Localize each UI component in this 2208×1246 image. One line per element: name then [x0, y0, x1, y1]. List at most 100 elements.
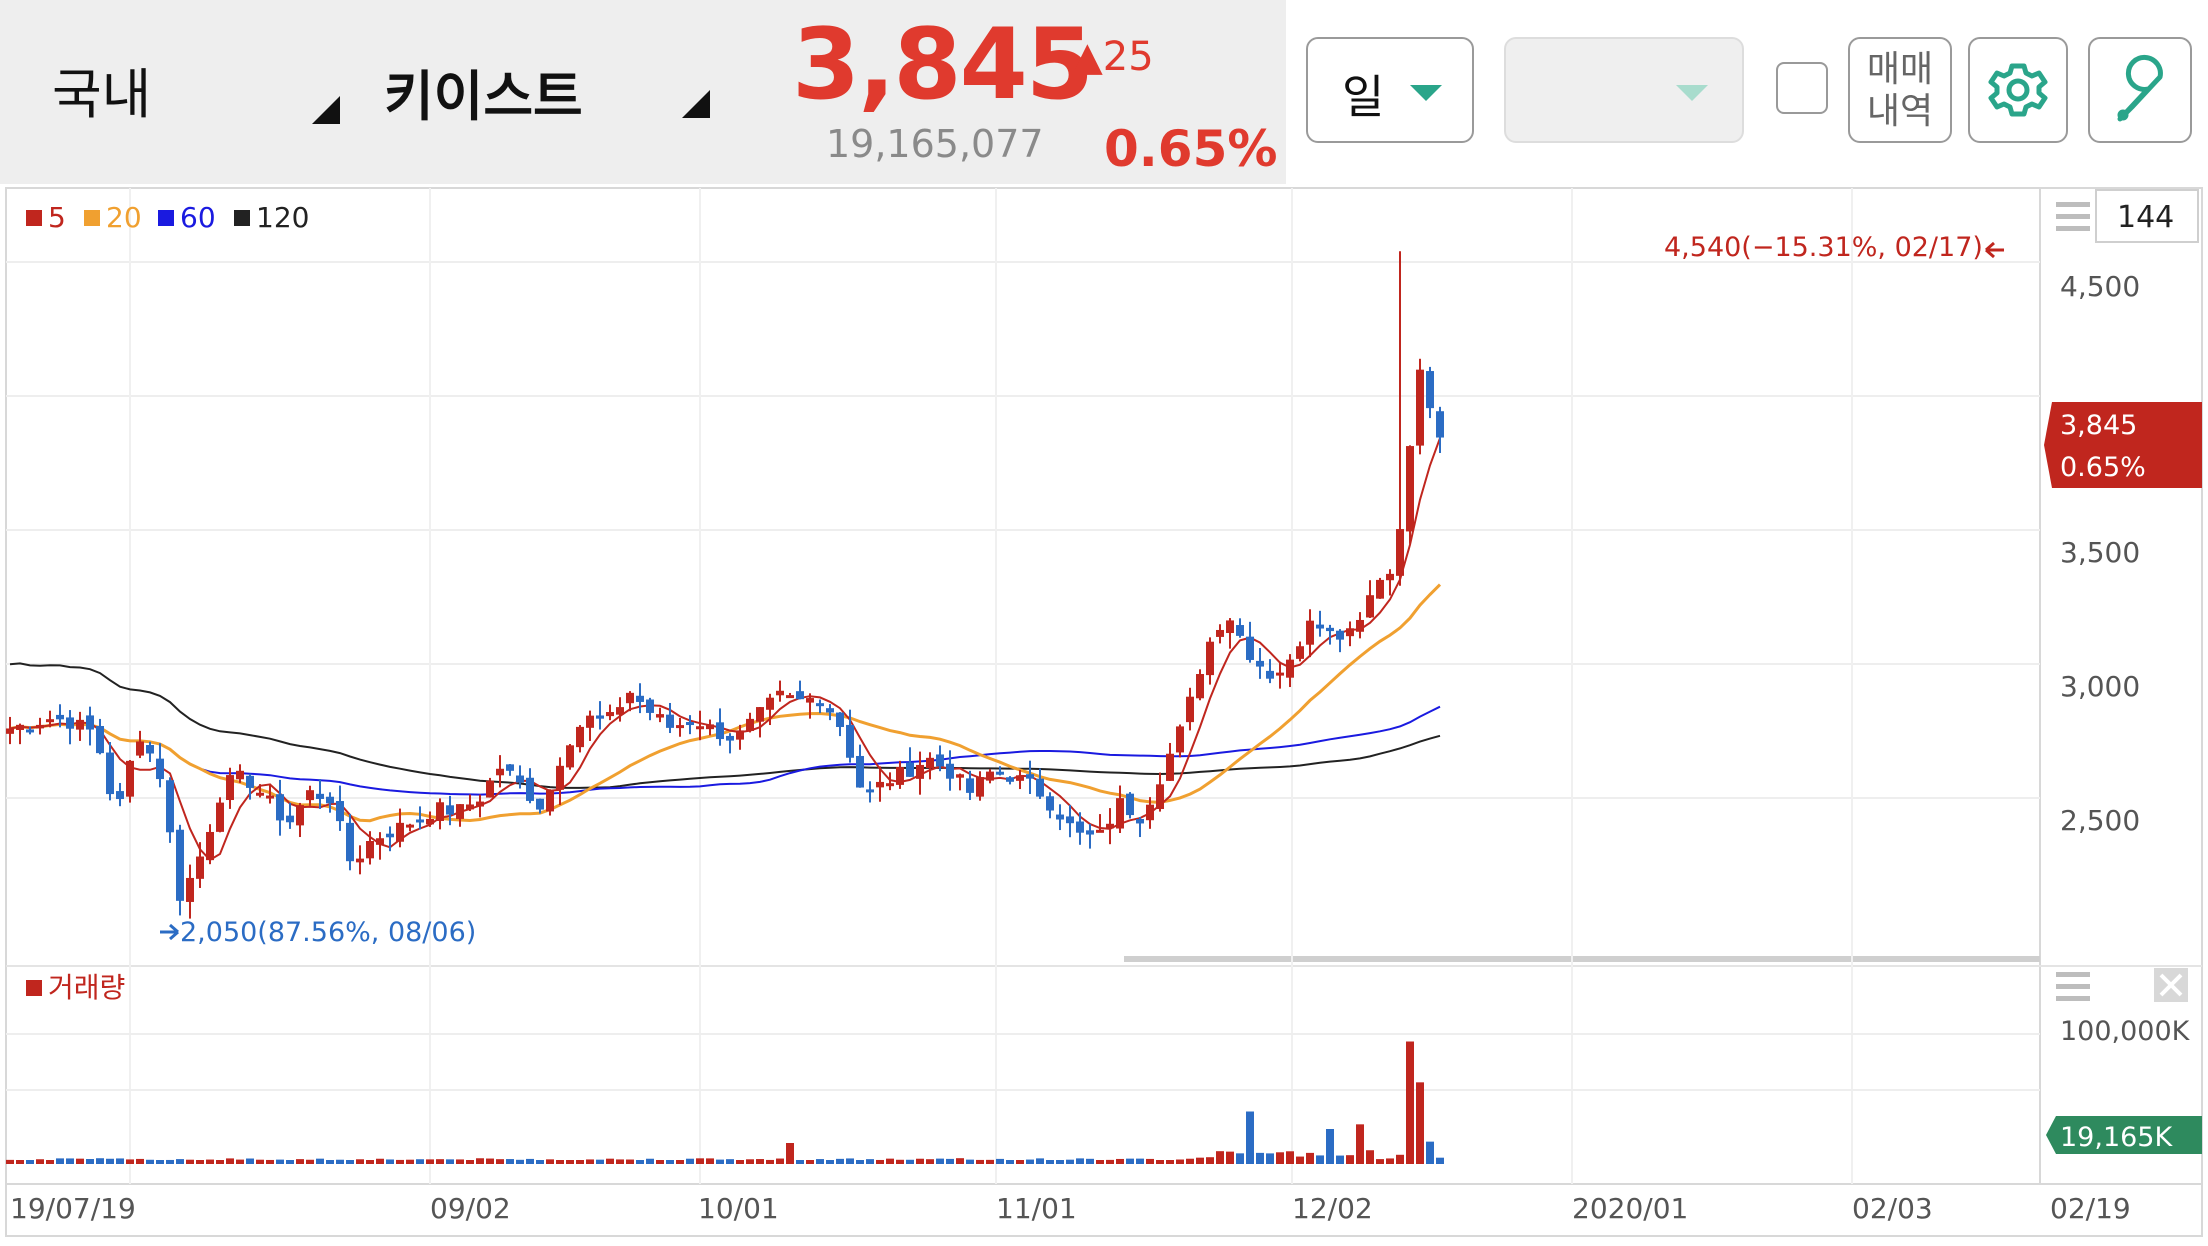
volume-bar: [316, 1158, 324, 1164]
candle-body: [96, 726, 104, 754]
horizontal-scrollbar[interactable]: [1124, 956, 2040, 962]
volume-bar: [786, 1143, 794, 1164]
candle-body: [716, 722, 724, 740]
candle-body: [16, 724, 24, 730]
volume-bar: [66, 1158, 74, 1164]
volume-bar: [1436, 1157, 1444, 1164]
candle-body: [666, 714, 674, 728]
candle-body: [776, 690, 784, 696]
candle-body: [696, 726, 704, 730]
candle-body: [1396, 529, 1404, 576]
candle-body: [476, 801, 484, 807]
volume-bar: [256, 1159, 264, 1164]
volume-bar: [126, 1159, 134, 1164]
volume-bar: [1156, 1160, 1164, 1164]
candle-body: [646, 699, 654, 713]
candle-body: [736, 730, 744, 740]
indicator-dropdown[interactable]: [1504, 37, 1744, 143]
candle-body: [1056, 814, 1064, 820]
volume-bar: [826, 1160, 834, 1164]
volume-bar: [976, 1159, 984, 1164]
volume-bar: [706, 1158, 714, 1164]
candle-body: [1256, 660, 1264, 667]
candle-body: [426, 818, 434, 825]
candle-body: [836, 712, 844, 728]
volume-bar: [16, 1160, 24, 1164]
candle-body: [656, 714, 664, 718]
volume-bar: [1066, 1159, 1074, 1164]
volume-bar: [1116, 1158, 1124, 1164]
candle-body: [856, 755, 864, 788]
settings-button[interactable]: [1968, 37, 2068, 143]
top-bar: 국내 키이스트 3,845 ▲25 19,165,077 0.65% 일 매매 …: [0, 0, 2208, 184]
volume-bar: [1016, 1160, 1024, 1164]
candle-body: [886, 783, 894, 787]
overlay-checkbox[interactable]: [1776, 62, 1828, 114]
candle-body: [116, 791, 124, 800]
candle-body: [406, 824, 414, 828]
volume-bar: [856, 1160, 864, 1164]
stock-chart[interactable]: 5 20 60 120 144 4,500 3,500 3,000: [0, 184, 2208, 1242]
volume-bar: [766, 1159, 774, 1164]
volume-bar: [166, 1159, 174, 1164]
volume-bar: [746, 1159, 754, 1164]
candle-body: [576, 726, 584, 748]
close-icon[interactable]: [2154, 968, 2188, 1002]
volume-bar: [96, 1158, 104, 1164]
visible-count-box[interactable]: [2095, 189, 2199, 243]
ma120-line: [9, 662, 1441, 789]
chart-area[interactable]: 5 20 60 120 144 4,500 3,500 3,000: [0, 184, 2208, 1242]
stock-dropdown-icon[interactable]: [682, 90, 710, 118]
candle-body: [996, 771, 1004, 775]
volume-label: 거래량: [48, 971, 125, 1004]
period-dropdown[interactable]: 일: [1306, 37, 1474, 143]
candle-body: [76, 719, 84, 730]
candle-body: [1186, 696, 1194, 723]
candle-body: [206, 831, 214, 861]
volume-bar: [1126, 1158, 1134, 1164]
legend-swatch-120: [234, 210, 250, 226]
volume-bar: [1306, 1152, 1314, 1164]
change-percent: 0.65%: [1104, 120, 1278, 178]
tools-button[interactable]: [2088, 37, 2192, 143]
volume-bar: [176, 1159, 184, 1164]
date-tick-8: 02/19: [2050, 1192, 2131, 1225]
candle-body: [1376, 579, 1384, 599]
visible-count: 144: [2117, 200, 2174, 235]
candle-body: [1156, 784, 1164, 810]
volume-bar: [956, 1158, 964, 1164]
candle-body: [396, 822, 404, 842]
volume-bar: [1026, 1159, 1034, 1164]
volume-bar: [1336, 1155, 1344, 1164]
volume-bar: [416, 1159, 424, 1164]
candle-body: [1236, 625, 1244, 636]
candle-body: [1416, 369, 1424, 446]
trade-history-button[interactable]: 매매 내역: [1848, 37, 1952, 143]
candle-body: [936, 754, 944, 767]
candle-body: [1286, 659, 1294, 678]
candle-body: [536, 798, 544, 810]
candle-body: [1196, 674, 1204, 699]
candle-body: [706, 724, 714, 730]
volume-bar: [346, 1160, 354, 1164]
stock-name-selector[interactable]: 키이스트: [384, 65, 583, 128]
price-pane-menu-icon[interactable]: [2056, 202, 2090, 231]
candle-body: [1346, 628, 1354, 637]
volume-bar: [656, 1160, 664, 1164]
candle-body: [1166, 753, 1174, 781]
candle-body: [846, 724, 854, 758]
volume-bar: [1196, 1157, 1204, 1164]
volume-bar: [1206, 1157, 1214, 1164]
ma20-line: [9, 583, 1442, 823]
market-dropdown-icon[interactable]: [312, 96, 340, 124]
volume-bar: [1366, 1150, 1374, 1164]
candle-body: [1426, 371, 1434, 409]
volume-bar: [1316, 1155, 1324, 1164]
volume-legend-swatch: [26, 980, 42, 996]
volume-bar: [156, 1160, 164, 1164]
volume-pane-menu-icon[interactable]: [2056, 972, 2090, 1001]
candle-body: [816, 703, 824, 707]
ma-legend: 5 20 60 120: [26, 201, 309, 234]
market-selector[interactable]: 국내: [52, 63, 152, 126]
candle-body: [726, 735, 734, 741]
